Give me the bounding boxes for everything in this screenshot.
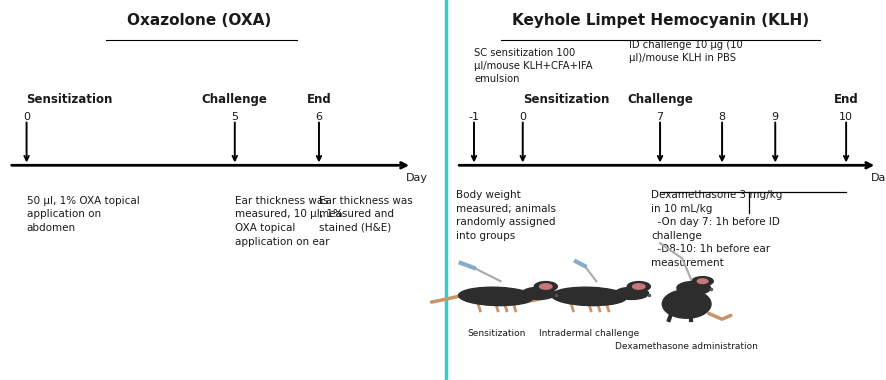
Text: 5: 5 (231, 112, 238, 122)
Text: -1: -1 (469, 112, 479, 122)
Text: Oxazolone (OXA): Oxazolone (OXA) (128, 13, 271, 28)
Text: 0: 0 (519, 112, 526, 122)
Text: Body weight
measured; animals
randomly assigned
into groups: Body weight measured; animals randomly a… (456, 190, 556, 241)
Ellipse shape (615, 287, 649, 299)
Text: Challenge: Challenge (627, 93, 693, 106)
Text: Day: Day (406, 173, 428, 183)
Text: 10: 10 (839, 112, 853, 122)
Circle shape (633, 284, 645, 289)
Text: Sensitization: Sensitization (523, 93, 609, 106)
Text: SC sensitization 100
μl/mouse KLH+CFA+IFA
emulsion: SC sensitization 100 μl/mouse KLH+CFA+IF… (474, 48, 593, 84)
Ellipse shape (662, 290, 711, 318)
Ellipse shape (522, 287, 556, 299)
Circle shape (697, 279, 708, 283)
Ellipse shape (677, 281, 711, 295)
Text: 0: 0 (23, 112, 30, 122)
Text: 9: 9 (772, 112, 779, 122)
Text: Keyhole Limpet Hemocyanin (KLH): Keyhole Limpet Hemocyanin (KLH) (511, 13, 809, 28)
Text: Intradermal challenge: Intradermal challenge (539, 329, 640, 338)
Text: Challenge: Challenge (202, 93, 268, 106)
Text: 6: 6 (315, 112, 323, 122)
Text: End: End (834, 93, 859, 106)
Text: Day: Day (871, 173, 886, 183)
Text: 8: 8 (719, 112, 726, 122)
Text: 50 μl, 1% OXA topical
application on
abdomen: 50 μl, 1% OXA topical application on abd… (27, 196, 139, 233)
Circle shape (540, 284, 552, 289)
Circle shape (627, 282, 650, 291)
Text: End: End (307, 93, 331, 106)
Circle shape (692, 277, 713, 286)
Text: 7: 7 (657, 112, 664, 122)
Text: Ear thickness was
measured, 10 μl, 1%
OXA topical
application on ear: Ear thickness was measured, 10 μl, 1% OX… (235, 196, 343, 247)
Ellipse shape (459, 287, 533, 306)
Ellipse shape (552, 287, 626, 306)
Text: Sensitization: Sensitization (467, 329, 525, 338)
Text: Ear thickness was
measured and
stained (H&E): Ear thickness was measured and stained (… (319, 196, 413, 233)
Text: ID challenge 10 μg (10
μl)/mouse KLH in PBS: ID challenge 10 μg (10 μl)/mouse KLH in … (629, 40, 742, 63)
Text: Dexamethasone administration: Dexamethasone administration (615, 342, 758, 351)
Circle shape (534, 282, 557, 291)
Text: Sensitization: Sensitization (27, 93, 113, 106)
Text: Dexamethasone 3 mg/kg
in 10 mL/kg
  -On day 7: 1h before ID
challenge
  -D8-10: : Dexamethasone 3 mg/kg in 10 mL/kg -On da… (651, 190, 782, 268)
